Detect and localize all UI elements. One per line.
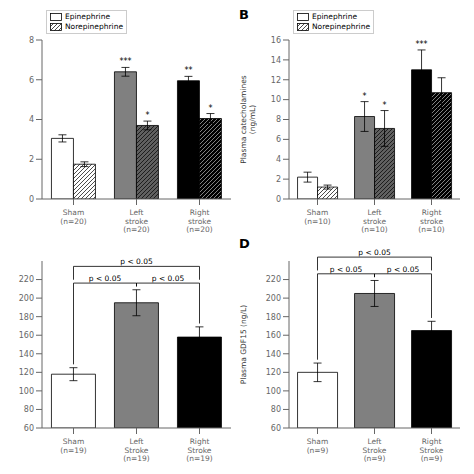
- svg-text:120: 120: [19, 368, 34, 377]
- svg-text:Sham(n=9): Sham(n=9): [307, 437, 329, 455]
- svg-text:4: 4: [29, 115, 34, 124]
- svg-text:*: *: [383, 101, 387, 110]
- svg-text:0: 0: [276, 195, 281, 204]
- svg-text:8: 8: [276, 115, 281, 124]
- svg-text:Sham(n=20): Sham(n=20): [60, 208, 87, 226]
- svg-text:12: 12: [271, 76, 281, 85]
- svg-text:p < 0.05: p < 0.05: [358, 248, 391, 257]
- svg-text:**: **: [184, 66, 192, 75]
- html-text:D: D: [239, 236, 250, 251]
- svg-text:p < 0.05: p < 0.05: [330, 265, 363, 274]
- svg-text:***: ***: [119, 57, 131, 66]
- svg-text:200: 200: [19, 294, 34, 303]
- svg-text:10: 10: [271, 95, 281, 104]
- svg-text:0: 0: [29, 195, 34, 204]
- svg-text:RightStroke(n=9): RightStroke(n=9): [420, 437, 444, 463]
- svg-text:60: 60: [271, 424, 281, 433]
- svg-text:160: 160: [266, 331, 281, 340]
- svg-text:180: 180: [266, 313, 281, 322]
- html-text:Epinephrine: Epinephrine: [65, 12, 110, 21]
- svg-text:220: 220: [266, 275, 281, 284]
- svg-text:6: 6: [276, 135, 281, 144]
- svg-text:60: 60: [24, 424, 34, 433]
- svg-text:16: 16: [271, 36, 281, 45]
- svg-text:100: 100: [19, 387, 34, 396]
- svg-text:2: 2: [29, 155, 34, 164]
- svg-text:p < 0.05: p < 0.05: [89, 274, 122, 283]
- svg-text:Leftstroke(n=20): Leftstroke(n=20): [123, 208, 150, 234]
- html-text:Norepinephrine: Norepinephrine: [312, 22, 370, 31]
- html-text:B: B: [239, 7, 249, 22]
- svg-text:RightStroke(n=19): RightStroke(n=19): [186, 437, 213, 463]
- svg-text:4: 4: [276, 155, 281, 164]
- html-text:Norepinephrine: Norepinephrine: [65, 22, 123, 31]
- svg-text:140: 140: [266, 350, 281, 359]
- svg-text:*: *: [145, 111, 149, 120]
- svg-text:8: 8: [29, 36, 34, 45]
- svg-text:160: 160: [19, 331, 34, 340]
- svg-text:200: 200: [266, 294, 281, 303]
- svg-text:Rightstroke(n=10): Rightstroke(n=10): [418, 208, 445, 234]
- svg-text:*: *: [208, 104, 212, 113]
- html-text:Epinephrine: Epinephrine: [312, 12, 357, 21]
- svg-text:100: 100: [266, 387, 281, 396]
- svg-text:Sham(n=10): Sham(n=10): [304, 208, 331, 226]
- svg-text:80: 80: [24, 405, 34, 414]
- svg-text:Rightstroke(n=20): Rightstroke(n=20): [186, 208, 213, 234]
- svg-text:Plasma GDF15 (ng/L): Plasma GDF15 (ng/L): [239, 305, 248, 384]
- svg-text:140: 140: [19, 350, 34, 359]
- svg-text:2: 2: [276, 175, 281, 184]
- svg-text:80: 80: [271, 405, 281, 414]
- svg-text:p < 0.05: p < 0.05: [152, 274, 185, 283]
- svg-text:p < 0.05: p < 0.05: [120, 257, 153, 266]
- svg-text:LeftStroke(n=9): LeftStroke(n=9): [363, 437, 387, 463]
- svg-text:*: *: [363, 92, 367, 101]
- svg-text:p < 0.05: p < 0.05: [387, 265, 420, 274]
- svg-text:120: 120: [266, 368, 281, 377]
- svg-text:180: 180: [19, 313, 34, 322]
- svg-text:Sham(n=19): Sham(n=19): [60, 437, 87, 455]
- svg-text:LeftStroke(n=19): LeftStroke(n=19): [123, 437, 150, 463]
- svg-text:220: 220: [19, 275, 34, 284]
- svg-text:Plasma catecholamines(ng/mL): Plasma catecholamines(ng/mL): [239, 75, 257, 164]
- svg-text:6: 6: [29, 76, 34, 85]
- svg-text:***: ***: [416, 40, 428, 49]
- svg-text:Leftstroke(n=10): Leftstroke(n=10): [361, 208, 388, 234]
- svg-text:14: 14: [271, 56, 281, 65]
